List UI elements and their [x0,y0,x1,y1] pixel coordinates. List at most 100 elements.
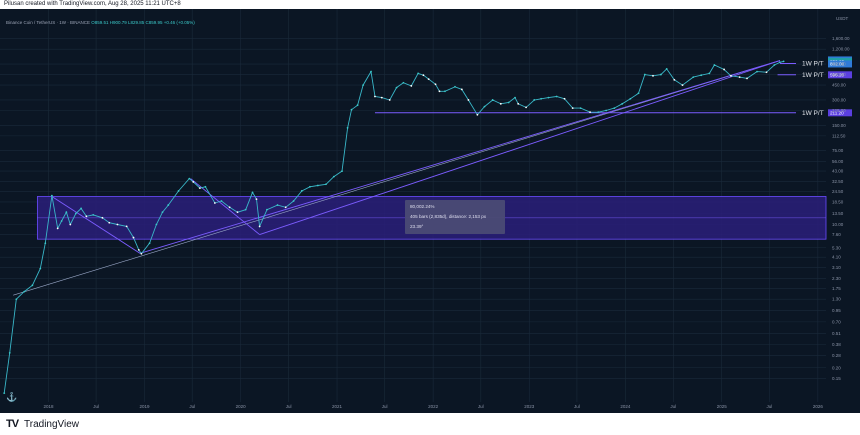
price-point [660,73,662,76]
price-point [782,60,785,63]
y-tick-label: 0.28 [832,353,841,358]
y-tick-label: 0.51 [832,331,841,336]
price-point [605,109,608,112]
price-point [514,96,516,99]
x-tick-label: 2022 [428,404,439,409]
price-point [204,185,207,188]
tradingview-logo-icon: TV [6,418,19,430]
price-point [395,86,398,89]
trendline[interactable] [259,60,781,235]
price-point [673,78,676,81]
price-point [251,191,254,194]
price-point [80,207,82,210]
price-point [316,184,319,187]
ohlc-values: O859.51 H900.79 L829.85 C859.95 +0.46 (+… [91,20,195,25]
price-point [140,252,143,255]
created-line: Pilusan created with TradingView.com, Au… [0,0,860,9]
price-point [483,105,486,108]
price-point [244,208,247,211]
price-point [380,96,383,99]
price-point [555,95,558,98]
price-point [220,200,223,202]
price-point [756,70,758,73]
price-point [597,111,600,114]
footer-bar: TV TradingView [0,413,860,435]
y-tick-label: 600.00 [832,72,846,77]
price-point [177,190,180,192]
y-tick-label: 3.10 [832,265,841,270]
measure-tooltip: 80,002.24% 405 bars (2,835d), distance: … [405,200,505,234]
y-tick-label: 1,200.00 [832,47,850,52]
y-tick-label: 300.00 [832,97,846,102]
y-tick-label: 7.60 [832,232,841,237]
y-tick-label: 32.50 [832,179,844,184]
y-tick-label: 24.50 [832,189,844,194]
price-point [15,298,18,301]
price-point [681,84,684,87]
symbol-info: Binance Coin / TetherUS · 1W · BINANCE O… [6,20,195,25]
y-tick-label: 75.00 [832,148,844,153]
x-tick-label: Jul [574,404,580,409]
price-point [779,61,781,64]
price-point [39,267,42,270]
x-tick-label: Jul [382,404,388,409]
price-point [3,392,6,395]
price-point [422,74,425,77]
trendline[interactable] [139,60,781,254]
price-point [350,108,353,111]
level-price-tag-text: 596.20 [830,73,844,78]
y-tick-label: 4.10 [832,255,841,260]
price-point [563,97,566,100]
price-point [341,170,343,172]
price-point [309,185,311,188]
price-point [637,92,640,95]
price-point [491,99,494,101]
y-tick-label: 5.30 [832,245,841,250]
price-point [417,72,420,75]
price-point [533,99,536,101]
price-point [255,198,258,201]
price-point [23,290,26,293]
price-point [132,236,135,239]
price-point [738,76,741,79]
price-point [8,352,11,354]
price-point [652,74,654,77]
price-point [161,211,164,214]
price-point [773,64,776,66]
price-point [188,177,191,180]
price-point [60,220,63,222]
level-label: 1W P/T [802,72,824,79]
price-point [434,83,437,86]
price-tag [828,60,852,68]
price-point [44,242,47,245]
trendline[interactable] [51,196,141,254]
price-point [410,85,413,87]
y-tick-label: 0.20 [832,365,841,370]
price-point [547,96,550,99]
price-point [476,113,479,116]
x-tick-label: Jul [767,404,773,409]
price-point [629,97,632,100]
price-point [332,175,335,178]
measure-bars: 405 bars (2,835d), distance: 2,153 px [410,214,487,219]
y-tick-label: 1.30 [832,297,841,302]
price-point [276,204,279,206]
trendline[interactable] [13,60,781,296]
price-point [69,223,72,226]
x-tick-label: 2020 [236,404,247,409]
x-tick-label: 2024 [620,404,631,409]
price-point [621,102,624,105]
price-point [525,106,527,109]
price-point [325,183,327,186]
price-point [723,68,725,71]
price-point [284,206,287,209]
y-tick-label: 0.70 [832,319,841,324]
anchor-icon[interactable]: ⚓ [6,392,18,402]
price-point [665,68,668,70]
price-point [108,221,111,224]
y-tick-label: 450.00 [832,83,846,88]
price-point [765,71,768,74]
x-tick-label: 2025 [717,404,728,409]
y-tick-label: 0.38 [832,342,841,347]
